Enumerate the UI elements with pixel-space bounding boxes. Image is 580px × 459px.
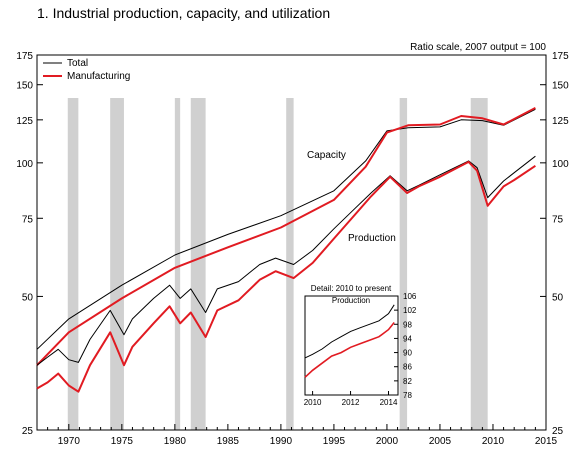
recession-shading-group: [67, 98, 488, 430]
inset-y-tick-label-78: 78: [403, 391, 412, 400]
inset-series-group: [304, 304, 395, 378]
recession-band-5: [399, 98, 408, 430]
capacity-annotation: Capacity: [307, 150, 346, 161]
manufacturing-production-line: [36, 160, 536, 393]
x-tick-label-1975: 1975: [111, 436, 134, 447]
inset-frame: [304, 295, 399, 396]
inset-y-tick-label-86: 86: [403, 363, 412, 372]
recession-band-6: [470, 98, 488, 430]
inset-y-tick-label-82: 82: [403, 377, 412, 386]
y-tick-label-left-100: 100: [16, 159, 33, 170]
y-tick-label-left-125: 125: [16, 116, 33, 127]
x-tick-label-2000: 2000: [376, 436, 399, 447]
y-tick-label-right-125: 125: [552, 116, 569, 127]
x-tick-label-2015: 2015: [535, 436, 558, 447]
y-tick-label-right-50: 50: [552, 292, 564, 303]
recession-band-4: [286, 98, 294, 430]
recession-band-0: [67, 98, 79, 430]
inset-x-axis: 2010 2012 2014: [304, 391, 398, 407]
legend-label-manufacturing: Manufacturing: [67, 71, 130, 82]
x-tick-label-1980: 1980: [164, 436, 187, 447]
chart-subtitle: Ratio scale, 2007 output = 100: [410, 42, 546, 53]
total-capacity-line: [36, 108, 536, 350]
total-production-line: [36, 155, 536, 366]
y-tick-label-right-75: 75: [552, 214, 564, 225]
y-axis-right: 25 50 75 100 125 150 175: [540, 51, 569, 437]
inset-x-tick-label-2010: 2010: [304, 398, 322, 407]
recession-band-2: [174, 98, 181, 430]
y-tick-label-right-175: 175: [552, 51, 569, 62]
x-tick-label-1970: 1970: [58, 436, 81, 447]
y-tick-label-left-75: 75: [22, 214, 34, 225]
inset-y-tick-label-90: 90: [403, 349, 412, 358]
series-group: [36, 107, 536, 393]
x-tick-label-1985: 1985: [217, 436, 240, 447]
inset-y-tick-label-102: 102: [403, 306, 417, 315]
legend-label-total: Total: [67, 58, 88, 69]
production-annotation: Production: [348, 233, 396, 244]
inset-y-tick-label-106: 106: [403, 292, 417, 301]
inset-title-line2: Production: [332, 296, 370, 305]
inset-title-line1: Detail: 2010 to present: [311, 284, 392, 293]
recession-band-3: [190, 98, 206, 430]
y-tick-label-left-150: 150: [16, 81, 33, 92]
chart-title: 1. Industrial production, capacity, and …: [37, 5, 330, 21]
y-tick-label-right-25: 25: [552, 426, 564, 437]
y-axis-left: 25 50 75 100 125 150 175: [16, 51, 43, 437]
y-tick-label-left-175: 175: [16, 51, 33, 62]
y-tick-label-right-100: 100: [552, 159, 569, 170]
x-tick-label-1995: 1995: [323, 436, 346, 447]
y-tick-label-left-25: 25: [22, 426, 34, 437]
inset-chart: Detail: 2010 to present Production 78 82 8…: [304, 284, 417, 407]
inset-x-tick-label-2014: 2014: [380, 398, 398, 407]
inset-y-axis: 78 82 86 90 94 98 102 106: [394, 292, 417, 400]
y-tick-label-left-50: 50: [22, 292, 34, 303]
x-axis: 1970 1975 1980 1985 1990 1995 2000 2005 2010 2015: [36, 424, 558, 447]
inset-y-tick-label-98: 98: [403, 320, 412, 329]
inset-y-tick-label-94: 94: [403, 334, 412, 343]
inset-x-tick-label-2012: 2012: [342, 398, 360, 407]
x-tick-label-1990: 1990: [270, 436, 293, 447]
inset-manufacturing-production-line: [304, 321, 395, 378]
legend: Total Manufacturing: [43, 58, 130, 82]
x-tick-label-2010: 2010: [482, 436, 505, 447]
inset-total-production-line: [304, 304, 395, 359]
manufacturing-capacity-line: [36, 107, 536, 366]
y-tick-label-right-150: 150: [552, 81, 569, 92]
x-tick-label-2005: 2005: [429, 436, 452, 447]
recession-band-1: [110, 98, 124, 430]
